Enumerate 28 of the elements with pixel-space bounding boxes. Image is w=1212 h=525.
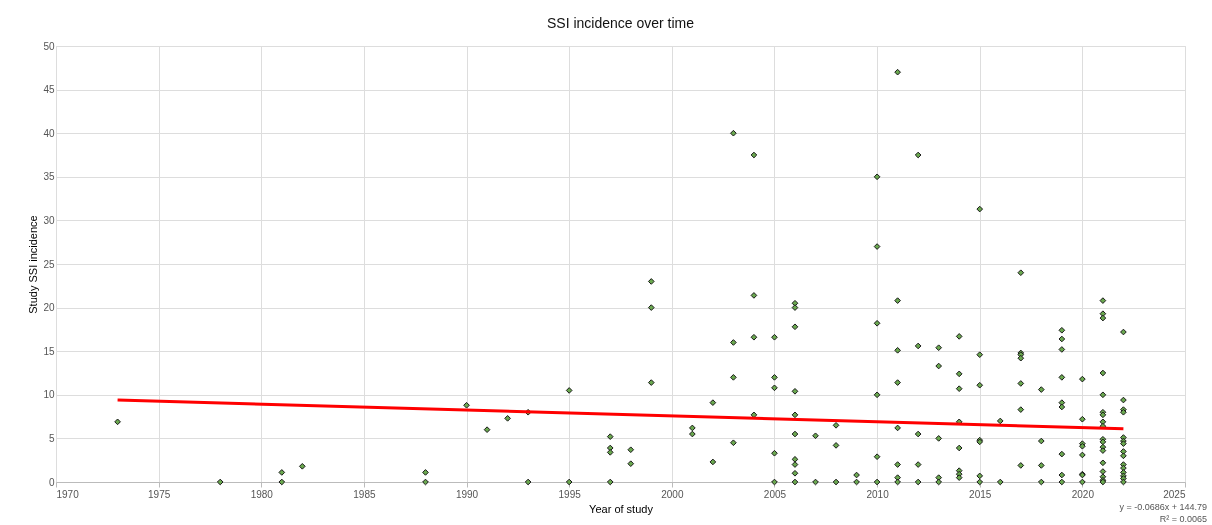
y-tick-label: 45 <box>43 84 55 96</box>
y-tick-label: 40 <box>43 127 55 139</box>
x-tick-label: 1970 <box>56 488 80 500</box>
x-tick-label: 2000 <box>661 488 684 500</box>
y-tick-label: 25 <box>43 258 55 270</box>
y-tick-label: 20 <box>43 302 55 314</box>
y-tick-label: 30 <box>43 214 55 226</box>
y-tick-label: 50 <box>43 40 55 52</box>
y-tick-label: 5 <box>48 432 55 444</box>
y-tick-label: 15 <box>43 345 55 357</box>
x-tick-label: 2015 <box>969 488 992 500</box>
y-tick-label: 0 <box>48 476 55 488</box>
x-tick-label: 2025 <box>1163 488 1186 500</box>
chart-title: SSI incidence over time <box>546 15 695 31</box>
x-tick-label: 1980 <box>250 488 274 500</box>
x-tick-label: 2020 <box>1071 488 1095 500</box>
y-tick-label: 35 <box>43 171 55 183</box>
x-tick-label: 2010 <box>866 488 890 500</box>
y-axis-title: Study SSI incidence <box>27 215 40 314</box>
text: y = -0.0686x + 144.79 <box>1119 502 1207 512</box>
x-tick-label: 1975 <box>148 488 171 500</box>
x-tick-label: 1985 <box>353 488 376 500</box>
x-axis-title: Year of study <box>589 502 654 515</box>
x-tick-label: 1995 <box>558 488 582 500</box>
text: R² = 0.0065 <box>1159 514 1207 524</box>
y-tick-label: 10 <box>43 389 55 401</box>
x-tick-label: 1990 <box>455 488 479 500</box>
x-tick-label: 2005 <box>763 488 787 500</box>
